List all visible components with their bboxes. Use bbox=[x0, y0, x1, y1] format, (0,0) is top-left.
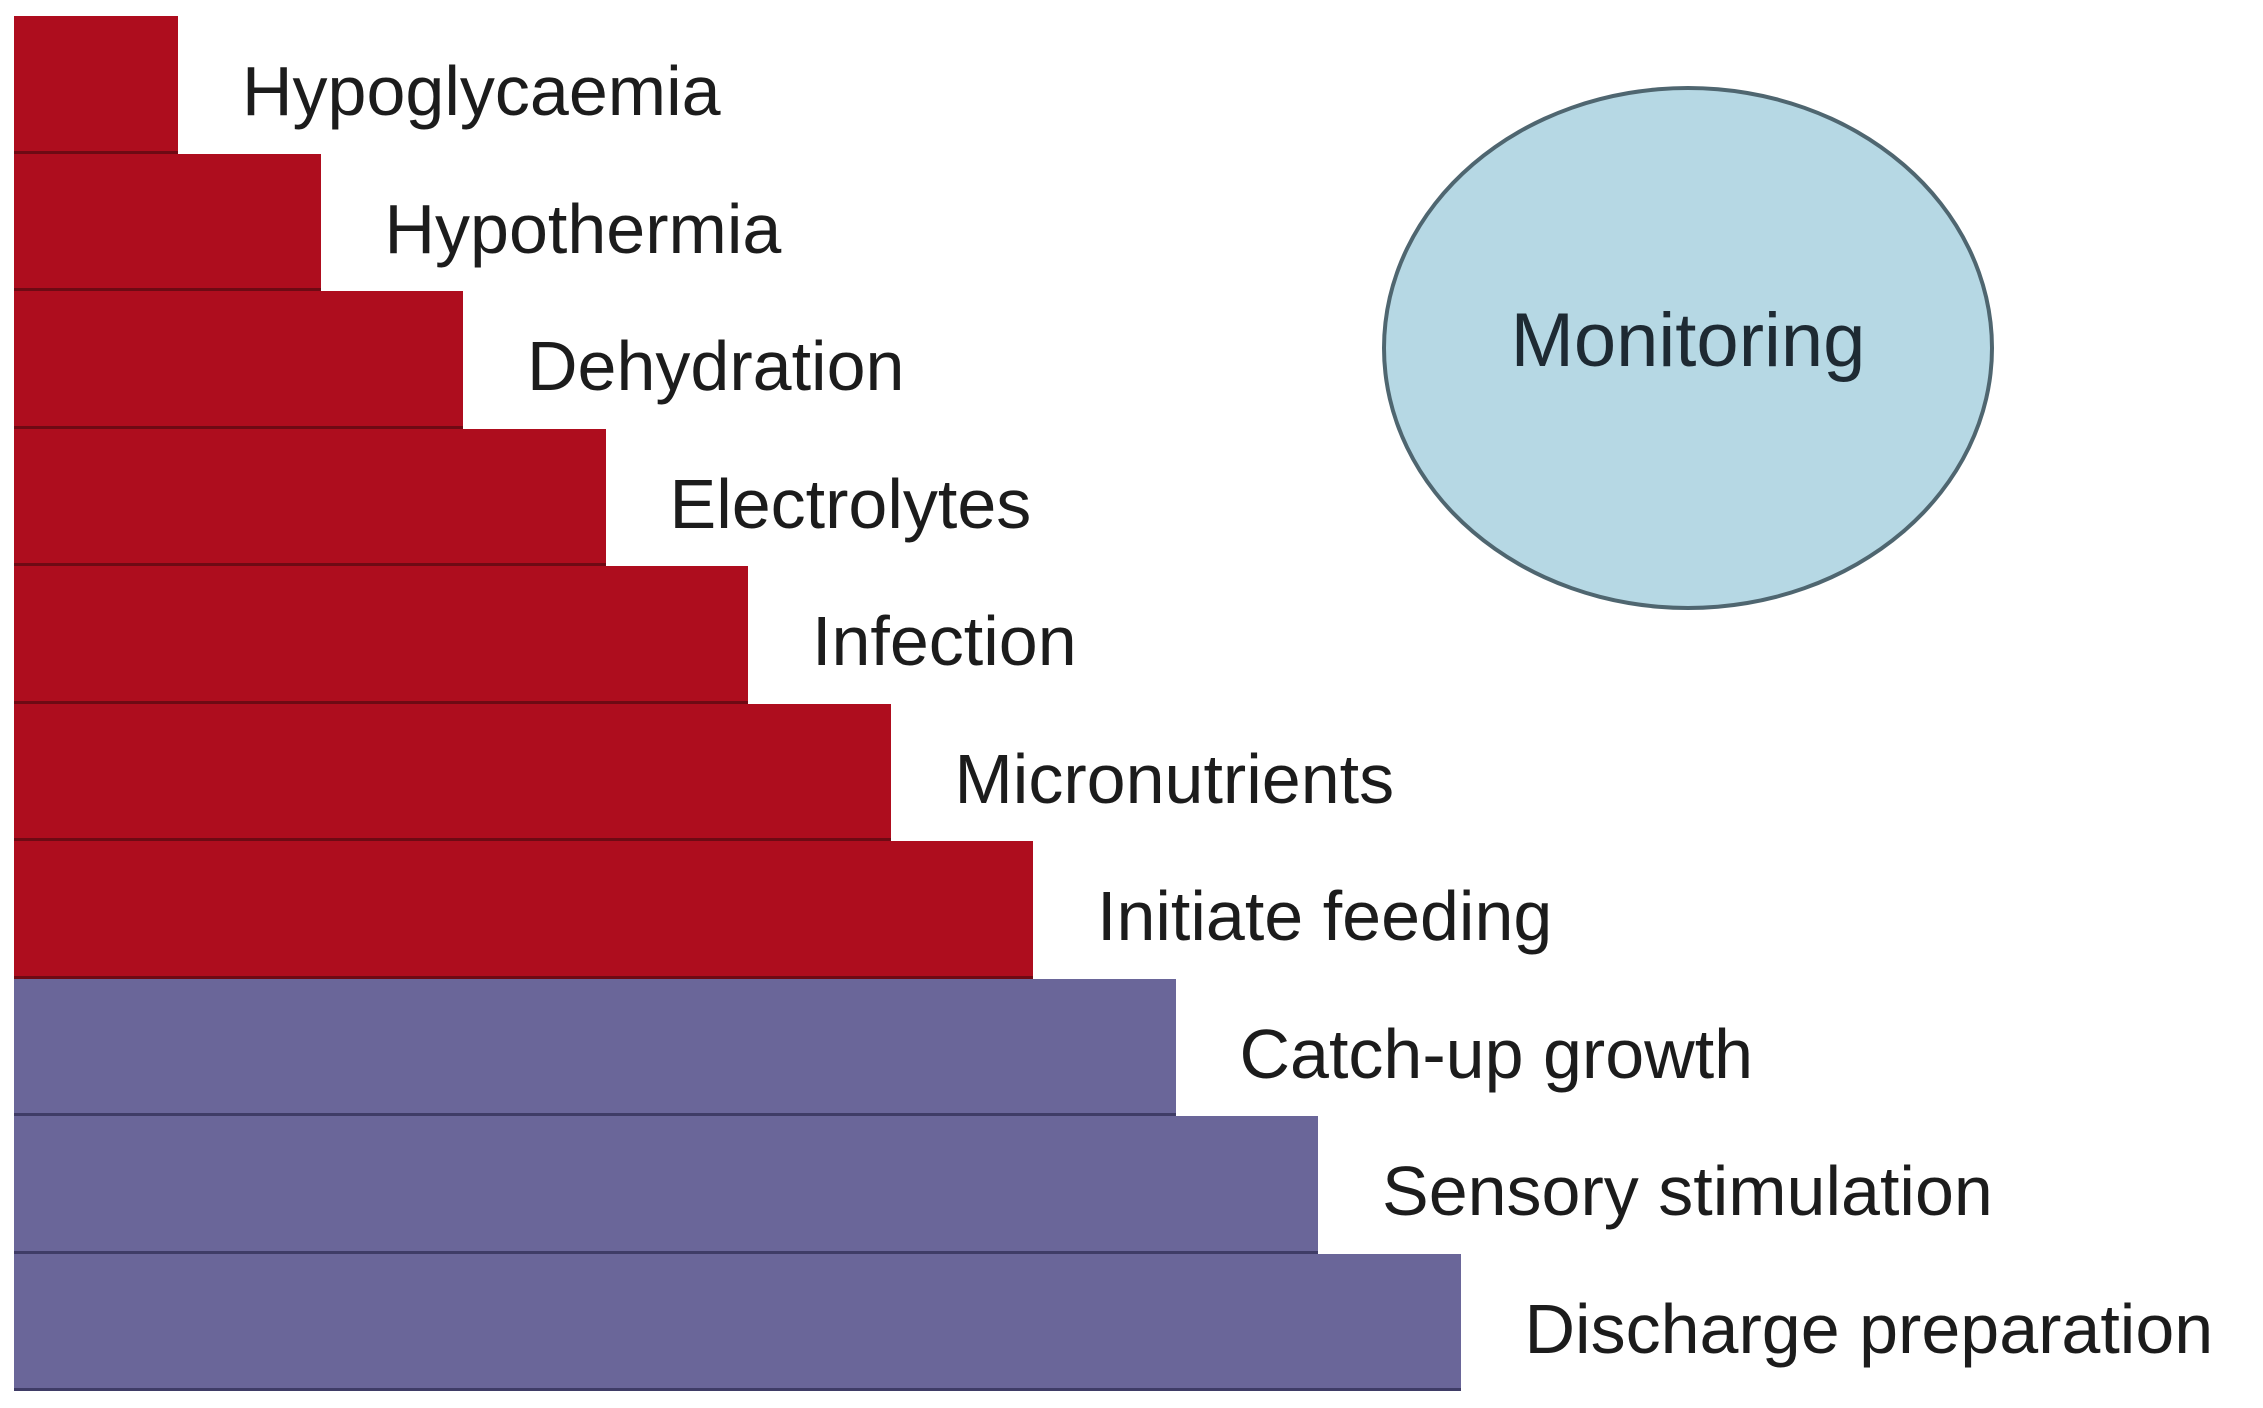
step-label-electrolytes: Electrolytes bbox=[669, 464, 1032, 543]
step-hypoglycaemia bbox=[14, 16, 178, 154]
step-electrolytes bbox=[14, 428, 606, 566]
monitoring-ellipse: Monitoring bbox=[1382, 86, 1994, 610]
step-catch-up-growth bbox=[14, 978, 1176, 1116]
step-label-catch-up-growth: Catch-up growth bbox=[1239, 1014, 1754, 1093]
step-label-hypothermia: Hypothermia bbox=[384, 189, 782, 268]
step-label-initiate-feeding: Initiate feeding bbox=[1097, 877, 1553, 955]
step-label-discharge-preparation: Discharge preparation bbox=[1524, 1289, 2214, 1368]
step-infection bbox=[14, 566, 748, 704]
step-hypothermia bbox=[14, 153, 321, 291]
step-label-infection: Infection bbox=[812, 602, 1077, 680]
step-label-dehydration: Dehydration bbox=[527, 327, 905, 405]
step-dehydration bbox=[14, 291, 463, 429]
step-discharge-preparation bbox=[14, 1253, 1461, 1391]
step-initiate-feeding bbox=[14, 841, 1033, 979]
step-label-hypoglycaemia: Hypoglycaemia bbox=[242, 52, 721, 130]
monitoring-label: Monitoring bbox=[1510, 297, 1866, 383]
step-micronutrients bbox=[14, 703, 891, 841]
step-label-sensory-stimulation: Sensory stimulation bbox=[1382, 1152, 1993, 1230]
step-label-micronutrients: Micronutrients bbox=[954, 739, 1395, 818]
step-sensory-stimulation bbox=[14, 1116, 1318, 1254]
